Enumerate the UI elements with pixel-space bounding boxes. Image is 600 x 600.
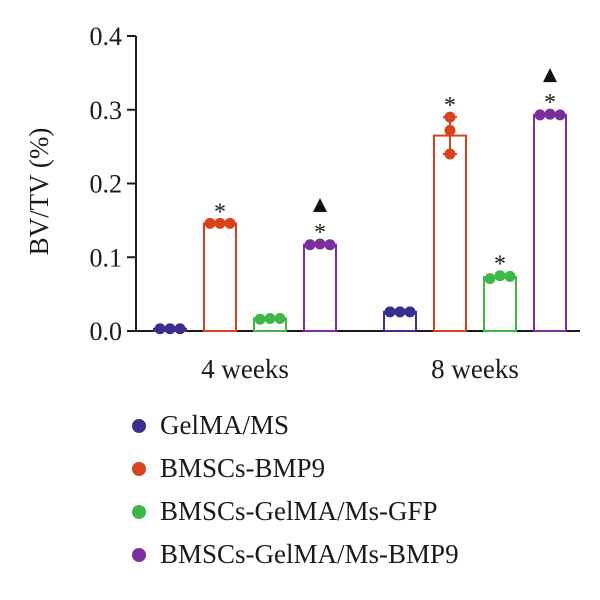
- legend-marker: [132, 547, 146, 562]
- legend-label: BMSCs-GelMA/Ms-GFP: [160, 496, 438, 526]
- legend-item: BMSCs-BMP9: [132, 453, 325, 484]
- x-tick-label: 8 weeks: [431, 354, 519, 384]
- data-point: [154, 323, 166, 335]
- significance-star: *: [544, 90, 556, 116]
- data-point: [394, 306, 406, 318]
- data-point: [274, 312, 286, 324]
- bar: [483, 276, 517, 333]
- data-point: [444, 124, 456, 136]
- data-point: [174, 323, 186, 335]
- legend-label: BMSCs-BMP9: [160, 453, 326, 483]
- legend-marker: [132, 461, 146, 476]
- significance-star: *: [444, 93, 456, 119]
- data-point: [254, 313, 266, 325]
- x-tick-label: 4 weeks: [201, 354, 289, 384]
- legend-marker: [132, 504, 146, 519]
- data-point: [484, 273, 496, 285]
- bar: [533, 113, 567, 332]
- data-point: [404, 306, 416, 318]
- data-point: [224, 217, 236, 229]
- bar: [203, 222, 237, 332]
- data-point: [444, 111, 456, 123]
- data-point: [504, 270, 516, 282]
- data-point: [204, 217, 216, 229]
- y-tick-label: 0.4: [90, 22, 123, 51]
- data-point: [384, 306, 396, 318]
- significance-star: *: [214, 199, 226, 225]
- legend-item: BMSCs-GelMA/Ms-GFP: [132, 496, 438, 527]
- y-axis-label: BV/TV (%): [24, 128, 54, 256]
- data-point: [314, 238, 326, 250]
- data-point: [324, 239, 336, 251]
- y-tick-label: 0.1: [90, 243, 123, 272]
- data-point: [444, 148, 456, 160]
- bar: [433, 134, 467, 332]
- legend-marker: [132, 418, 146, 433]
- legend-label: GelMA/MS: [160, 410, 290, 440]
- legend-item: BMSCs-GelMA/Ms-BMP9: [132, 539, 459, 570]
- significance-triangle: [543, 68, 557, 83]
- bar: [303, 243, 337, 332]
- data-point: [494, 270, 506, 282]
- data-point: [304, 239, 316, 251]
- y-tick-label: 0.3: [90, 96, 123, 125]
- significance-star: *: [314, 220, 326, 246]
- legend-label: BMSCs-GelMA/Ms-BMP9: [160, 539, 459, 569]
- data-point: [264, 312, 276, 324]
- data-point: [544, 108, 556, 120]
- data-point: [164, 323, 176, 335]
- significance-triangle: [313, 197, 327, 212]
- y-tick-label: 0.0: [90, 317, 123, 346]
- y-tick-label: 0.2: [90, 170, 123, 199]
- significance-star: *: [494, 252, 506, 278]
- data-point: [534, 109, 546, 121]
- data-point: [554, 109, 566, 121]
- data-point: [214, 217, 226, 229]
- legend-item: GelMA/MS: [132, 410, 289, 441]
